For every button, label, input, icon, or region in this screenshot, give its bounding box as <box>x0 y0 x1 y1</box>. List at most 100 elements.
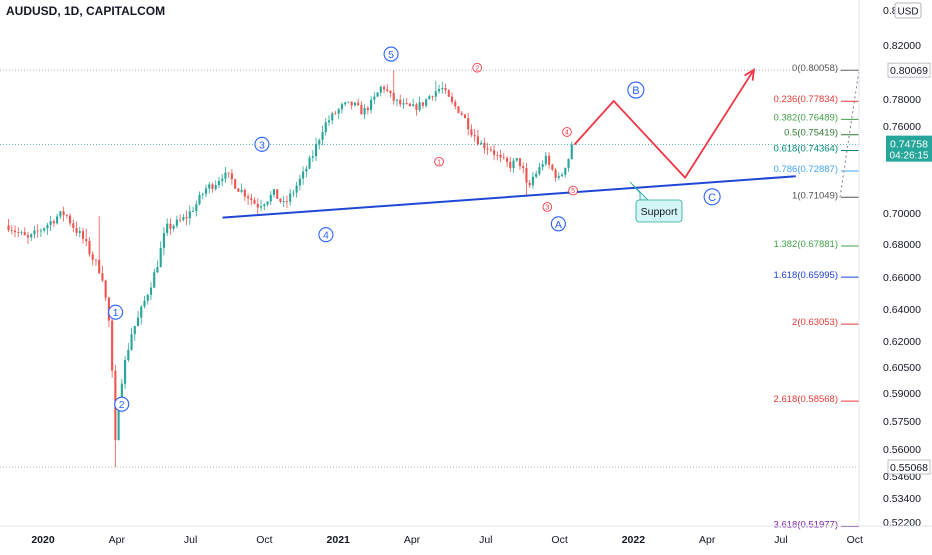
fib-level[interactable]: 1.618(0.65995) <box>774 270 859 281</box>
fib-level[interactable]: 0.618(0.74364) <box>774 144 859 155</box>
candle[interactable] <box>182 214 185 222</box>
candle[interactable] <box>376 91 379 97</box>
candle[interactable] <box>179 214 182 223</box>
candle[interactable] <box>470 124 473 138</box>
candle[interactable] <box>561 172 564 177</box>
candle[interactable] <box>269 191 272 205</box>
candle[interactable] <box>33 225 36 239</box>
fib-level[interactable]: 2(0.63053) <box>792 317 859 328</box>
candle[interactable] <box>405 97 408 105</box>
candle[interactable] <box>146 293 149 305</box>
candle[interactable] <box>69 213 72 227</box>
candle[interactable] <box>153 268 156 288</box>
candle[interactable] <box>522 162 525 174</box>
candle[interactable] <box>230 169 233 185</box>
candle[interactable] <box>334 110 337 115</box>
candle[interactable] <box>198 191 201 206</box>
candle[interactable] <box>315 137 318 161</box>
candle[interactable] <box>185 210 188 226</box>
candle[interactable] <box>457 106 460 114</box>
candle[interactable] <box>149 282 153 300</box>
fib-level[interactable]: 2.618(0.58568) <box>774 394 859 405</box>
candle[interactable] <box>295 181 298 198</box>
candle[interactable] <box>557 172 560 181</box>
fib-level[interactable]: 0.236(0.77834) <box>774 94 859 105</box>
candle[interactable] <box>425 98 428 108</box>
fib-level[interactable]: 1(0.71049) <box>792 190 859 201</box>
fib-level[interactable]: 0(0.80058) <box>792 63 859 74</box>
candle[interactable] <box>217 177 221 188</box>
candle[interactable] <box>408 102 411 107</box>
candle[interactable] <box>20 230 23 236</box>
candle[interactable] <box>402 98 405 109</box>
candle[interactable] <box>337 107 340 120</box>
candle[interactable] <box>434 80 437 102</box>
candle[interactable] <box>515 157 518 163</box>
candle[interactable] <box>81 227 85 244</box>
candle[interactable] <box>259 199 263 211</box>
fib-level[interactable]: 3.618(0.51977) <box>774 519 859 530</box>
candle[interactable] <box>382 85 386 94</box>
candle[interactable] <box>240 183 243 194</box>
candle[interactable] <box>541 160 544 171</box>
candle[interactable] <box>305 165 308 178</box>
candle[interactable] <box>389 90 392 98</box>
candle[interactable] <box>143 295 146 309</box>
candle[interactable] <box>162 227 165 256</box>
candle[interactable] <box>444 83 447 95</box>
candle[interactable] <box>62 206 65 222</box>
candle[interactable] <box>172 224 175 232</box>
candle[interactable] <box>195 200 198 217</box>
candle[interactable] <box>17 227 20 238</box>
candle[interactable] <box>289 189 292 206</box>
candle[interactable] <box>136 311 140 327</box>
candle[interactable] <box>72 219 75 233</box>
candle[interactable] <box>370 96 373 114</box>
candle[interactable] <box>282 195 285 208</box>
candle[interactable] <box>344 101 347 107</box>
candle[interactable] <box>567 158 570 172</box>
candle[interactable] <box>13 225 17 238</box>
candle[interactable] <box>467 112 470 136</box>
fib-level[interactable]: 0.382(0.76489) <box>774 112 859 123</box>
candle[interactable] <box>431 95 434 101</box>
wave-label-blue[interactable]: A <box>550 216 566 232</box>
candle[interactable] <box>94 258 98 266</box>
symbol-title[interactable]: AUDUSD, 1D, CAPITALCOM <box>6 4 165 18</box>
wave-label-red[interactable]: 4 <box>562 127 572 137</box>
candle[interactable] <box>133 326 136 341</box>
candle[interactable] <box>399 94 402 107</box>
candle[interactable] <box>98 216 101 275</box>
support-trendline[interactable] <box>222 175 796 219</box>
candle[interactable] <box>350 101 353 110</box>
candle[interactable] <box>480 139 483 145</box>
candle[interactable] <box>52 219 55 228</box>
candle[interactable] <box>30 233 33 242</box>
candle[interactable] <box>395 99 399 107</box>
candle[interactable] <box>551 163 554 172</box>
candle[interactable] <box>85 228 88 247</box>
candle[interactable] <box>535 170 538 179</box>
candle[interactable] <box>489 146 492 153</box>
candle[interactable] <box>43 227 46 233</box>
candle[interactable] <box>554 167 557 182</box>
candle[interactable] <box>214 180 217 191</box>
candle[interactable] <box>256 198 259 215</box>
candle[interactable] <box>512 157 515 173</box>
candle[interactable] <box>548 151 551 169</box>
wave-label-red[interactable]: 5 <box>568 185 578 196</box>
candle[interactable] <box>499 149 502 163</box>
candle[interactable] <box>114 364 117 467</box>
candle[interactable] <box>188 205 191 225</box>
candle[interactable] <box>227 172 230 179</box>
wave-label-red[interactable]: 1 <box>434 156 444 167</box>
candle[interactable] <box>221 174 224 187</box>
candle[interactable] <box>340 102 344 114</box>
wave-label-blue[interactable]: 4 <box>318 227 334 243</box>
candle[interactable] <box>486 142 489 155</box>
candle[interactable] <box>124 356 127 390</box>
candle[interactable] <box>347 101 350 104</box>
candle[interactable] <box>237 187 240 192</box>
candle[interactable] <box>253 197 256 205</box>
